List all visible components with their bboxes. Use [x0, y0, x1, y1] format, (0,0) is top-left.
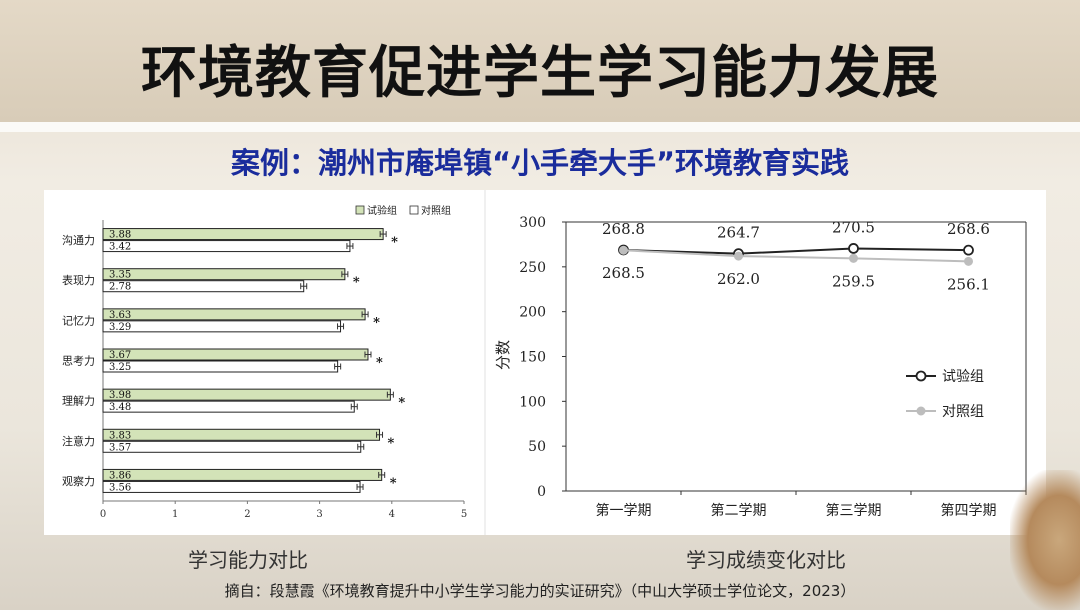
y-tick-label: 300 — [519, 215, 546, 231]
legend-marker-experiment — [915, 370, 927, 382]
bar-control — [102, 400, 355, 413]
x-tick-label: 1 — [172, 509, 178, 520]
source-citation: 摘自：段慧霞《环境教育提升中小学生学习能力的实证研究》（中山大学硕士学位论文，2… — [224, 582, 856, 600]
significance-marker: * — [373, 315, 380, 330]
bar-value-label: 3.63 — [109, 310, 131, 321]
bar-value-label: 3.83 — [109, 430, 131, 441]
point-control — [734, 251, 743, 261]
slide-title: 环境教育促进学生学习能力发展 — [141, 41, 939, 106]
legend-label-control: 对照组 — [421, 204, 451, 217]
bar-experiment — [102, 268, 346, 281]
bar-value-label: 3.35 — [109, 270, 131, 281]
x-tick-label: 3 — [316, 509, 322, 520]
y-tick-label: 100 — [519, 394, 546, 410]
point-experiment — [848, 243, 859, 254]
significance-marker: * — [391, 235, 398, 250]
slide-subtitle: 案例：潮州市庵埠镇“小手牵大手”环境教育实践 — [230, 146, 850, 180]
x-tick-label: 第四学期 — [941, 502, 997, 519]
data-label-experiment: 264.7 — [717, 224, 760, 242]
category-label: 沟通力 — [62, 234, 95, 247]
category-label: 观察力 — [62, 474, 95, 488]
y-tick-label: 250 — [519, 260, 546, 276]
legend-label-experiment: 试验组 — [942, 369, 984, 385]
x-tick-label: 4 — [389, 509, 395, 520]
bar-value-label: 3.48 — [109, 402, 131, 413]
category-label: 思考力 — [62, 355, 95, 368]
bar-experiment — [102, 428, 381, 441]
bar-control — [102, 440, 362, 453]
bar-value-label: 3.98 — [109, 390, 131, 401]
data-label-control: 259.5 — [832, 272, 875, 290]
y-axis-label: 分数 — [494, 340, 512, 370]
legend-marker-control — [916, 406, 926, 416]
decorative-image — [1010, 470, 1080, 610]
y-tick-label: 0 — [537, 484, 546, 500]
bar-control — [102, 280, 305, 293]
legend-label-experiment: 试验组 — [367, 204, 397, 217]
score-line-chart: 0 50 100 150 200 250 300 第一学期 第二学期 第三学期 第四学期 分数 268.… — [494, 215, 1027, 519]
legend-swatch-control — [409, 205, 419, 215]
bar-value-label: 3.42 — [109, 242, 131, 253]
bar-value-label: 3.29 — [109, 322, 131, 333]
bar-value-label: 2.78 — [109, 282, 131, 293]
x-tick-label: 0 — [100, 509, 106, 520]
bar-experiment — [102, 228, 384, 241]
header-divider — [0, 122, 1080, 132]
panel-divider — [484, 190, 486, 535]
y-tick-label: 50 — [528, 439, 546, 455]
significance-marker: * — [376, 356, 383, 371]
data-label-experiment: 268.6 — [947, 220, 990, 238]
legend-label-control: 对照组 — [942, 404, 984, 420]
category-label: 表现力 — [62, 273, 95, 287]
y-tick-label: 200 — [519, 305, 546, 321]
bar-value-label: 3.25 — [109, 362, 131, 373]
significance-marker: * — [390, 476, 397, 491]
category-label: 注意力 — [62, 434, 95, 448]
bar-value-label: 3.88 — [109, 230, 131, 241]
significance-marker: * — [388, 436, 395, 451]
point-control — [619, 245, 628, 255]
significance-marker: * — [398, 396, 405, 411]
x-tick-label: 5 — [461, 509, 467, 520]
header-band — [0, 0, 1080, 122]
bar-value-label: 3.57 — [109, 442, 131, 453]
x-tick-label: 2 — [244, 509, 250, 520]
point-control — [964, 256, 973, 266]
data-label-control: 262.0 — [717, 270, 760, 288]
point-experiment — [963, 244, 974, 256]
point-control — [849, 253, 858, 263]
bar-value-label: 3.56 — [109, 482, 131, 493]
bar-control — [102, 320, 342, 333]
bar-control — [102, 480, 361, 493]
line-series-experiment — [623, 247, 969, 255]
y-tick-label: 150 — [519, 350, 546, 366]
bar-value-label: 3.86 — [109, 470, 131, 481]
x-tick-label: 第二学期 — [711, 502, 767, 519]
bar-experiment — [102, 468, 383, 481]
significance-marker: * — [353, 275, 360, 290]
bar-experiment — [102, 388, 391, 401]
data-label-experiment: 268.8 — [602, 220, 645, 238]
data-label-experiment: 270.5 — [832, 218, 875, 236]
bar-experiment — [102, 348, 369, 361]
category-label: 记忆力 — [62, 314, 95, 327]
line-chart-caption: 学习成绩变化对比 — [686, 548, 846, 572]
data-label-control: 268.5 — [602, 264, 645, 282]
bar-experiment — [102, 308, 366, 321]
bar-value-label: 3.67 — [109, 350, 131, 361]
x-tick-label: 第三学期 — [826, 502, 882, 519]
bar-control — [102, 360, 339, 373]
line-series-control — [623, 249, 969, 263]
data-label-control: 256.1 — [947, 275, 990, 293]
bar-control — [102, 240, 351, 253]
category-label: 理解力 — [62, 394, 95, 408]
x-tick-label: 第一学期 — [596, 502, 652, 519]
bar-chart-caption: 学习能力对比 — [188, 548, 308, 572]
legend-swatch-experiment — [355, 205, 365, 215]
